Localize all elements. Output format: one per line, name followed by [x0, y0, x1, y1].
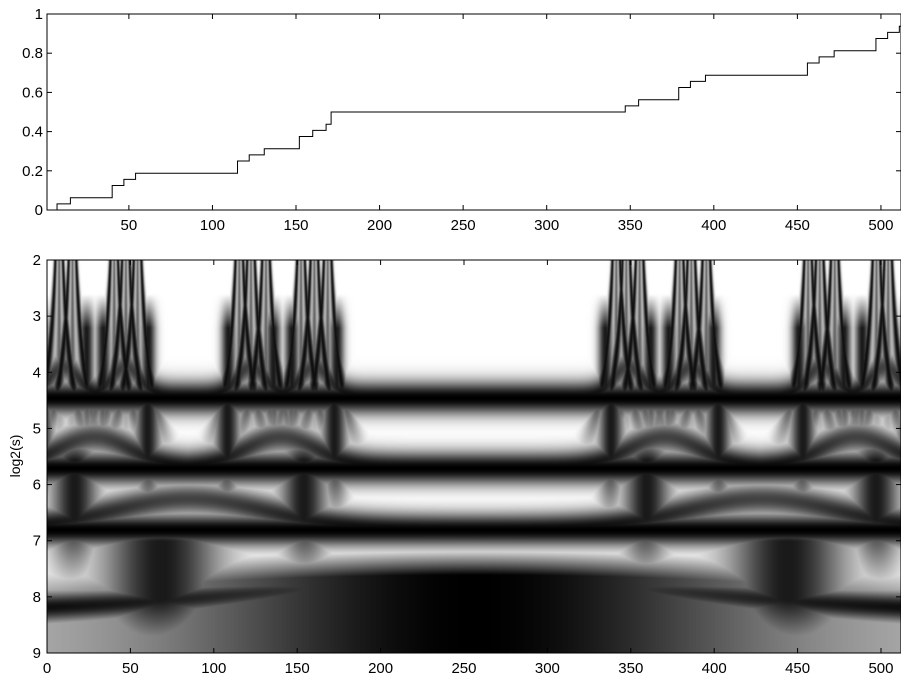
x-tick-label: 50: [121, 217, 138, 234]
staircase-chart: 50 100 150 200 250 300 350 400 450 500 0 0.2 0.4 0.6…: [22, 6, 901, 234]
heatmap-canvas: [47, 260, 901, 653]
x-tick-label: 100: [200, 217, 225, 234]
staircase-y-axis: 0 0.2 0.4 0.6 0.8 1: [22, 6, 901, 219]
staircase-x-axis: 50 100 150 200 250 300 350 400 450 500: [121, 14, 893, 234]
y-tick-label: 9: [33, 645, 41, 662]
y-tick-label: 0.2: [22, 163, 43, 180]
y-tick-label: 0.8: [22, 45, 43, 62]
x-tick-label: 450: [785, 217, 810, 234]
x-tick-label: 300: [535, 660, 560, 677]
heatmap-axes-frame: [46, 259, 901, 654]
y-tick-label: 4: [33, 364, 41, 381]
x-tick-label: 350: [618, 217, 643, 234]
x-tick-label: 250: [451, 660, 476, 677]
heatmap-y-axis-label: log2(s): [7, 435, 23, 478]
y-tick-label: 8: [33, 589, 41, 606]
x-tick-label: 100: [201, 660, 226, 677]
y-tick-label: 0.4: [22, 124, 43, 141]
staircase-line: [47, 25, 901, 210]
heatmap-image-holder: [47, 260, 901, 653]
x-tick-label: 350: [618, 660, 643, 677]
x-tick-label: 450: [785, 660, 810, 677]
x-tick-label: 200: [367, 217, 392, 234]
x-tick-label: 0: [43, 660, 51, 677]
staircase-plot-area: [47, 25, 901, 210]
staircase-axes-frame: [46, 13, 901, 211]
x-tick-label: 400: [701, 217, 726, 234]
x-tick-label: 400: [702, 660, 727, 677]
x-tick-label: 500: [868, 217, 893, 234]
heatmap-x-axis: 0 50 100 150 200 250 300 350 400 450 500: [43, 260, 894, 677]
y-tick-label: 7: [33, 533, 41, 550]
x-tick-label: 150: [285, 660, 310, 677]
x-tick-label: 200: [368, 660, 393, 677]
x-tick-label: 50: [122, 660, 139, 677]
y-tick-label: 1: [35, 6, 43, 23]
x-tick-label: 300: [534, 217, 559, 234]
y-tick-label: 0: [35, 202, 43, 219]
y-tick-label: 6: [33, 477, 41, 494]
wavelet-heatmap-chart: 0 50 100 150 200 250 300 350 400 450 500 23456789 …: [7, 252, 901, 677]
x-tick-label: 500: [868, 660, 893, 677]
y-tick-label: 0.6: [22, 84, 43, 101]
x-tick-label: 250: [451, 217, 476, 234]
x-tick-label: 150: [283, 217, 308, 234]
y-tick-label: 5: [33, 420, 41, 437]
y-tick-label: 3: [33, 308, 41, 325]
y-tick-label: 2: [33, 252, 41, 269]
heatmap-y-axis: 2 3 4 5 6 7 8 9: [33, 252, 901, 662]
